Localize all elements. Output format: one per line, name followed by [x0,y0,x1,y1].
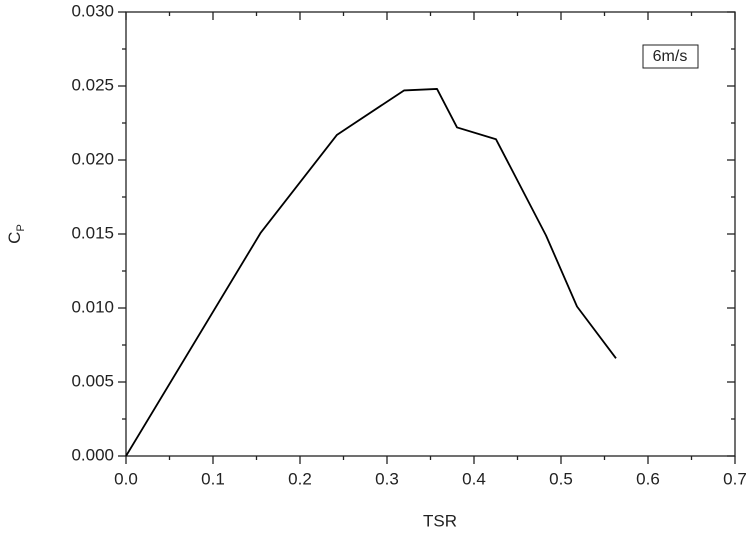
series-line [125,88,617,457]
y-tick-label: 0.025 [71,75,114,94]
x-tick-label: 0.1 [201,469,225,488]
x-tick-label: 0.3 [375,469,399,488]
x-axis-label: TSR [423,511,457,530]
y-axis-label-sub: P [15,224,27,231]
y-tick-label: 0.020 [71,149,114,168]
y-tick-label: 0.015 [71,223,114,242]
x-tick-label: 0.0 [114,469,138,488]
x-tick-label: 0.6 [636,469,660,488]
x-tick-label: 0.7 [723,469,747,488]
x-tick-label: 0.4 [462,469,486,488]
x-tick-label: 0.5 [549,469,573,488]
y-tick-label: 0.030 [71,1,114,20]
y-tick-label: 0.005 [71,371,114,390]
y-tick-label: 0.010 [71,297,114,316]
x-tick-label: 0.2 [288,469,312,488]
legend-box [642,44,699,69]
y-tick-label: 0.000 [71,445,114,464]
y-axis-label-main: C [5,232,24,244]
y-axis-label: CP [5,224,26,244]
plot-frame [125,11,736,457]
legend-label: 6m/s [653,48,688,65]
